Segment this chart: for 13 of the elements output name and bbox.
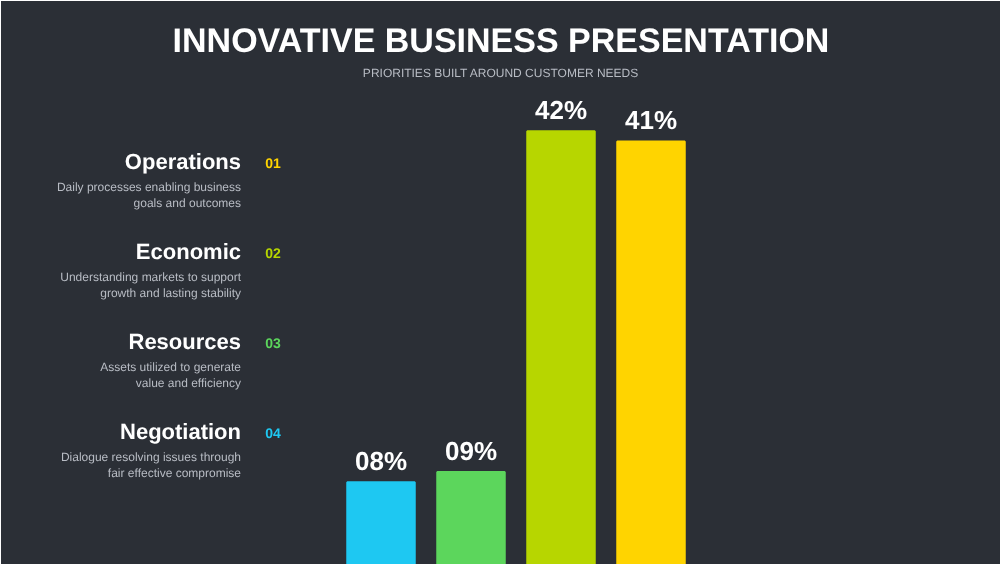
data-label: 09% [444,436,498,467]
bar [346,481,416,564]
text: Economic [135,241,242,265]
text: Resources [128,331,242,355]
text: Operations [124,151,242,175]
data-label: 08% [354,446,408,477]
bar [526,130,596,564]
bar [616,140,686,564]
data-label: 41% [624,105,678,136]
bar [436,471,506,564]
chart-title: INNOVATIVE BUSINESS PRESENTATION [172,22,830,60]
data-label: 42% [534,95,588,126]
text: Negotiation [120,421,242,445]
